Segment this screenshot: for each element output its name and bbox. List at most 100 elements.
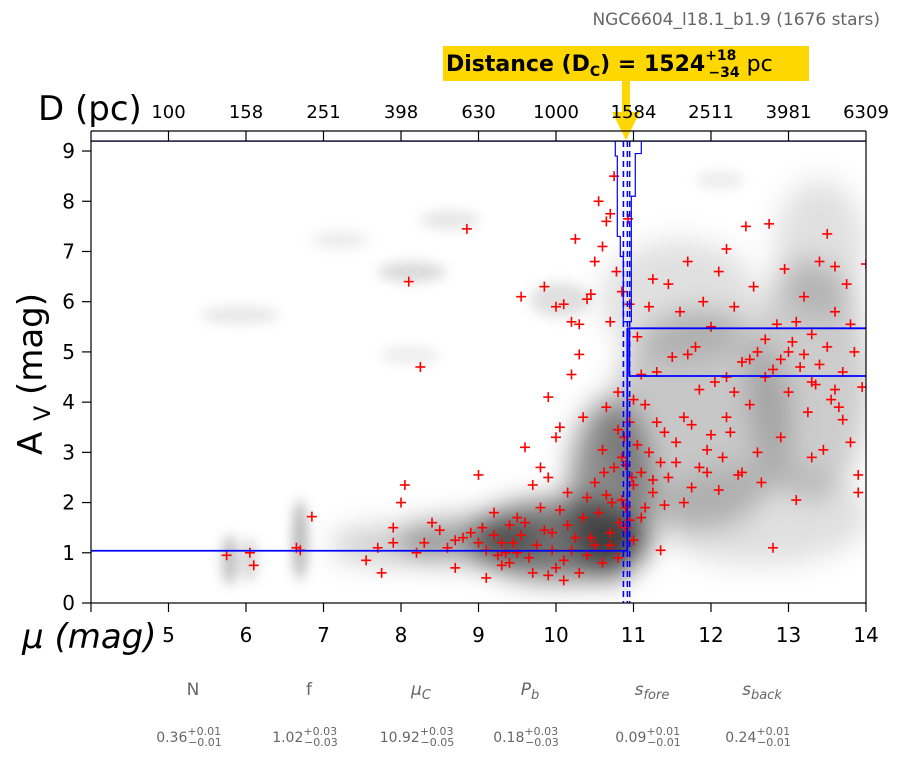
star-marker: [585, 289, 596, 300]
star-marker: [593, 507, 604, 518]
y-axis-title-sub: V: [31, 406, 56, 421]
star-marker: [744, 399, 755, 410]
star-marker: [388, 522, 399, 533]
star-marker: [783, 387, 794, 398]
star-marker: [578, 412, 589, 423]
star-marker: [737, 356, 747, 367]
star-marker: [713, 266, 724, 277]
parameter-name: μC: [410, 680, 432, 703]
star-marker: [244, 547, 255, 558]
x-tick-label: 7: [317, 623, 330, 647]
star-marker: [543, 392, 554, 403]
star-marker: [833, 402, 844, 413]
star-marker: [611, 266, 622, 277]
star-marker: [721, 412, 732, 423]
star-marker: [787, 336, 798, 347]
star-marker: [659, 427, 670, 438]
star-marker: [605, 208, 616, 219]
star-marker: [795, 361, 806, 372]
star-marker: [647, 487, 658, 498]
star-marker: [554, 422, 565, 433]
parameter-name: Pb: [521, 680, 540, 703]
star-marker: [663, 472, 674, 483]
star-marker: [597, 241, 608, 252]
star-marker: [512, 512, 523, 523]
star-marker: [512, 547, 523, 558]
star-marker: [636, 467, 647, 478]
star-marker: [682, 256, 693, 267]
star-marker: [647, 474, 658, 485]
parameter-value: 0.24+0.01 −0.01: [725, 725, 791, 749]
star-marker: [477, 522, 488, 533]
star-marker: [837, 414, 848, 425]
star-marker: [539, 525, 550, 536]
star-marker: [516, 530, 527, 541]
top-tick-label: 398: [384, 102, 418, 123]
star-marker: [558, 299, 569, 310]
star-marker: [655, 457, 666, 468]
star-marker: [721, 243, 732, 254]
star-marker: [558, 555, 569, 566]
star-marker: [450, 562, 461, 573]
star-marker: [791, 495, 802, 506]
y-tick-label: 9: [62, 139, 75, 163]
parameter-value: 0.09+0.01 −0.01: [615, 725, 681, 749]
distance-banner-background: [443, 46, 809, 81]
star-marker: [640, 399, 651, 410]
star-marker: [613, 552, 623, 563]
star-marker: [721, 372, 732, 383]
star-marker: [822, 228, 833, 239]
star-marker: [686, 419, 697, 430]
star-marker: [690, 341, 701, 352]
y-tick-label: 4: [62, 390, 75, 414]
star-marker: [516, 291, 527, 302]
star-marker: [861, 259, 866, 270]
parameter-value: 0.18+0.03 −0.03: [493, 725, 559, 749]
star-marker: [248, 560, 259, 571]
star-marker: [520, 442, 530, 453]
star-marker: [496, 537, 507, 548]
x-tick-label: 8: [395, 623, 408, 647]
star-marker: [694, 384, 705, 395]
x-tick-label: 10: [543, 623, 568, 647]
star-marker: [585, 532, 596, 543]
top-tick-label: 251: [306, 102, 340, 123]
star-marker: [636, 369, 647, 380]
parameter-value: 1.02+0.03 −0.03: [272, 725, 338, 749]
star-marker: [659, 500, 670, 511]
x-tick-label: 12: [698, 623, 723, 647]
star-marker: [814, 256, 825, 267]
star-marker: [613, 424, 623, 435]
star-marker: [473, 537, 484, 548]
star-marker: [388, 537, 399, 548]
star-marker: [775, 354, 786, 365]
star-marker: [558, 575, 569, 586]
star-marker: [492, 550, 503, 561]
star-marker: [504, 520, 515, 531]
x-tick-label: 13: [776, 623, 801, 647]
star-marker: [830, 306, 840, 317]
star-marker: [818, 444, 829, 455]
star-marker: [461, 223, 472, 234]
star-marker: [694, 462, 705, 473]
star-marker: [578, 512, 589, 523]
x-tick-label: 11: [621, 623, 646, 647]
star-marker: [756, 477, 767, 488]
density-background: [200, 172, 866, 585]
star-marker: [574, 567, 585, 578]
x-tick-label: 9: [472, 623, 485, 647]
top-tick-label: 630: [461, 102, 495, 123]
star-marker: [853, 469, 864, 480]
y-tick-label: 0: [62, 591, 75, 615]
parameters-table: N 0.36+0.01 −0.01 f 1.02+0.03 −0.03 μC 10.92+0.…: [156, 680, 791, 749]
star-marker: [551, 432, 561, 443]
top-tick-label: 3981: [766, 102, 812, 123]
star-marker: [523, 552, 534, 563]
star-marker: [799, 291, 809, 302]
star-marker: [779, 264, 790, 275]
top-tick-label: 2511: [688, 102, 734, 123]
star-marker: [678, 412, 689, 423]
distance-prefix: Distance (D: [446, 52, 590, 77]
parameter-name: sback: [742, 680, 782, 703]
